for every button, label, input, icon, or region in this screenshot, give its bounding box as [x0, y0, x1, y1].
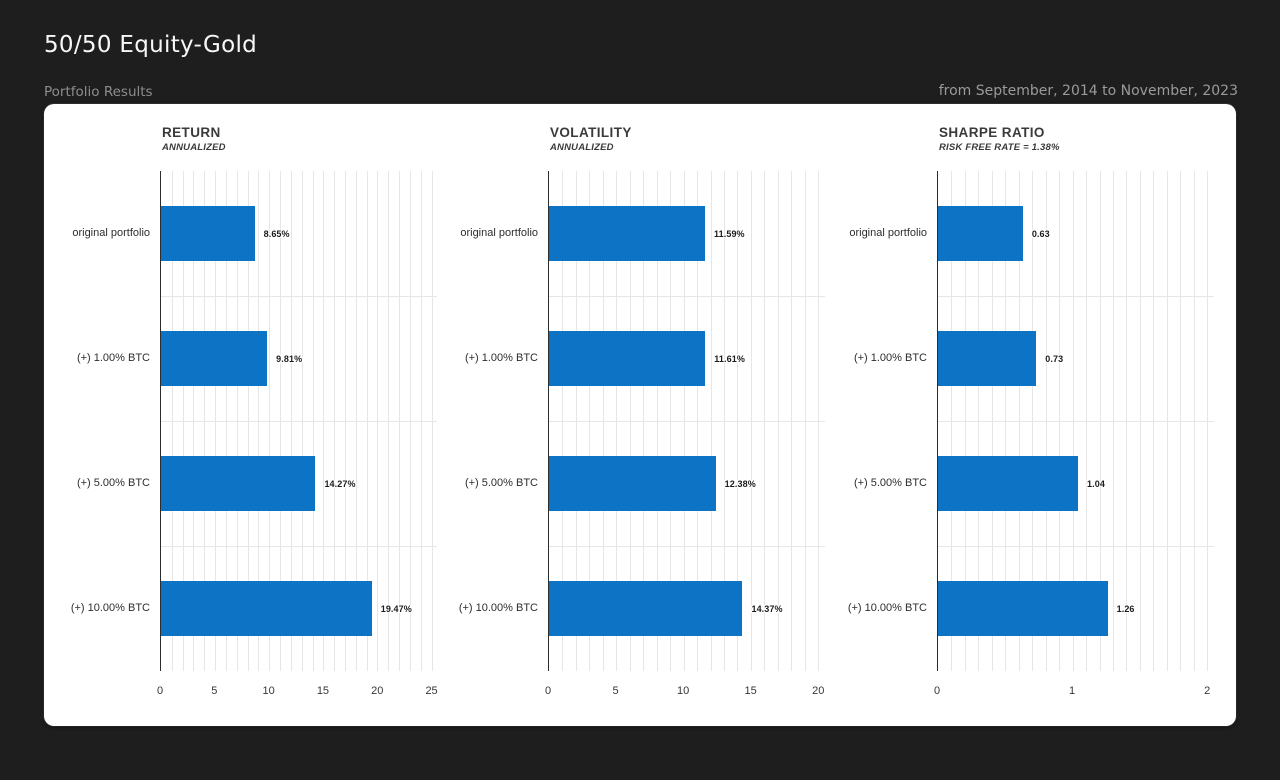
- y-axis-category-label: (+) 10.00% BTC: [70, 601, 150, 614]
- section-subtitle: Portfolio Results: [44, 84, 153, 100]
- results-card: RETURN ANNUALIZED 8.65% 9.81% 14.27% 19.47%…: [44, 104, 1236, 726]
- chart-title: RETURN: [162, 125, 221, 140]
- bar-value-label: 12.38%: [724, 478, 756, 489]
- chart-title: VOLATILITY: [550, 125, 632, 140]
- gridline: [938, 546, 1214, 547]
- gridline: [161, 546, 437, 547]
- gridline: [161, 296, 437, 297]
- x-axis-tick-label: 20: [371, 685, 384, 697]
- bar: [549, 456, 716, 511]
- x-axis-tick-label: 5: [612, 685, 619, 697]
- date-range-label: from September, 2014 to November, 2023: [938, 83, 1238, 99]
- chart-title: SHARPE RATIO: [939, 125, 1045, 140]
- x-axis-tick-label: 10: [676, 685, 690, 697]
- gridline: [938, 296, 1214, 297]
- y-axis-category-label: (+) 5.00% BTC: [76, 476, 150, 489]
- y-axis-category-label: (+) 1.00% BTC: [853, 351, 927, 364]
- bar-value-label: 1.04: [1087, 478, 1105, 489]
- bar: [549, 206, 706, 261]
- bar: [938, 331, 1037, 386]
- gridline: [549, 296, 825, 297]
- gridline: [938, 421, 1214, 422]
- plot-area: 11.59% 11.61% 12.38% 14.37%: [548, 171, 825, 671]
- bar-value-label: 14.27%: [324, 478, 356, 489]
- bar-value-label: 9.81%: [276, 353, 303, 364]
- bar: [161, 456, 316, 511]
- y-axis-category-label: original portfolio: [460, 226, 538, 239]
- gridline: [549, 546, 825, 547]
- chart-return: RETURN ANNUALIZED 8.65% 9.81% 14.27% 19.47%…: [40, 104, 470, 726]
- y-axis-category-label: (+) 1.00% BTC: [464, 351, 538, 364]
- bar-value-label: 1.26: [1116, 603, 1135, 614]
- bar-value-label: 14.37%: [751, 603, 783, 614]
- bar: [938, 456, 1079, 511]
- x-axis-tick-label: 25: [425, 685, 438, 697]
- y-axis-category-label: original portfolio: [849, 226, 927, 239]
- gridline: [161, 421, 437, 422]
- x-axis-tick-label: 2: [1204, 685, 1211, 697]
- bar-value-label: 0.63: [1031, 228, 1050, 239]
- x-axis-tick-label: 1: [1069, 685, 1076, 697]
- bar: [549, 331, 706, 386]
- bar: [161, 331, 268, 386]
- y-axis-category-label: (+) 5.00% BTC: [464, 476, 538, 489]
- bar-value-label: 8.65%: [263, 228, 290, 239]
- x-axis-tick-label: 0: [544, 685, 552, 697]
- x-axis-tick-label: 10: [262, 685, 275, 697]
- bar: [161, 581, 372, 636]
- page-title: 50/50 Equity-Gold: [44, 32, 258, 58]
- gridline: [549, 421, 825, 422]
- y-axis-category-label: original portfolio: [72, 226, 150, 239]
- x-axis-tick-label: 15: [744, 685, 757, 697]
- y-axis-category-label: (+) 1.00% BTC: [76, 351, 150, 364]
- plot-area: 8.65% 9.81% 14.27% 19.47%: [160, 171, 437, 671]
- x-axis-tick-label: 15: [316, 685, 330, 697]
- bar: [549, 581, 743, 636]
- chart-sharpe-ratio: SHARPE RATIO RISK FREE RATE = 1.38% 0.63…: [817, 104, 1247, 726]
- y-axis-category-label: (+) 10.00% BTC: [847, 601, 927, 614]
- chart-subtitle: ANNUALIZED: [162, 142, 226, 153]
- chart-subtitle: RISK FREE RATE = 1.38%: [939, 142, 1060, 153]
- bar: [161, 206, 255, 261]
- chart-subtitle: ANNUALIZED: [550, 142, 614, 153]
- x-axis-tick-label: 0: [156, 685, 164, 697]
- bar-value-label: 0.73: [1045, 353, 1064, 364]
- x-axis-tick-label: 5: [211, 685, 218, 697]
- bar-value-label: 19.47%: [380, 603, 412, 614]
- y-axis-category-label: (+) 5.00% BTC: [853, 476, 927, 489]
- y-axis-category-label: (+) 10.00% BTC: [458, 601, 538, 614]
- chart-volatility: VOLATILITY ANNUALIZED 11.59% 11.61% 12.38%…: [428, 104, 858, 726]
- x-axis-tick-label: 20: [812, 685, 825, 697]
- bar-value-label: 11.59%: [714, 228, 745, 239]
- bar-value-label: 11.61%: [714, 353, 745, 364]
- bar: [938, 581, 1108, 636]
- x-axis-tick-label: 0: [933, 685, 941, 697]
- plot-area: 0.63 0.73 1.04 1.26: [937, 171, 1214, 671]
- bar: [938, 206, 1023, 261]
